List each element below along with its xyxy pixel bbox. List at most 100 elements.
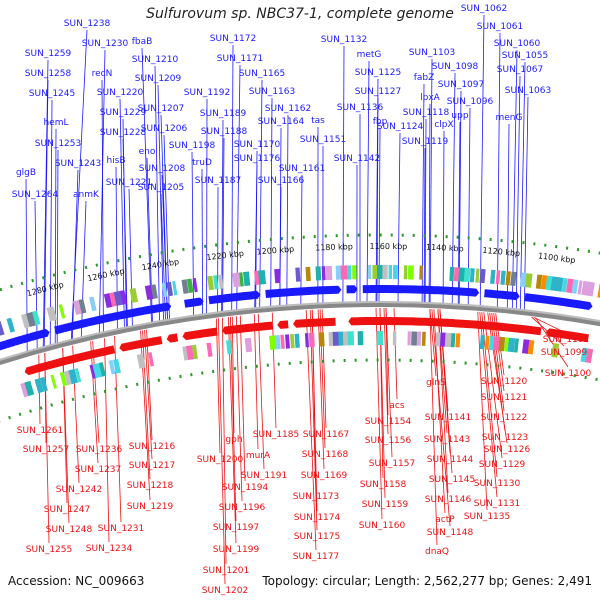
reverse-gene-label[interactable]: SUN_1159 xyxy=(362,500,409,510)
reverse-gene-label[interactable]: SUN_1135 xyxy=(464,512,510,522)
reverse-gene-label[interactable]: SUN_1177 xyxy=(293,552,339,562)
reverse-gene-label[interactable]: SUN_1146 xyxy=(425,495,472,505)
forward-gene-label[interactable]: SUN_1253 xyxy=(35,139,81,149)
forward-gene-label[interactable]: SUN_1205 xyxy=(138,183,184,193)
reverse-gene-label[interactable]: SUN_1194 xyxy=(222,483,269,493)
reverse-gene-label[interactable]: SUN_1122 xyxy=(481,413,527,423)
forward-gene-label[interactable]: metG xyxy=(357,50,382,60)
reverse-gene-label[interactable]: SUN_1101 xyxy=(543,335,589,345)
reverse-gene-label[interactable]: SUN_1196 xyxy=(219,503,266,513)
forward-gene-label[interactable]: SUN_1163 xyxy=(249,87,295,97)
forward-gene-label[interactable]: SUN_1127 xyxy=(355,87,401,97)
reverse-gene-label[interactable]: SUN_1174 xyxy=(294,513,341,523)
forward-gene-label[interactable]: tas xyxy=(311,116,325,126)
forward-gene-label[interactable]: menG xyxy=(496,113,523,123)
forward-gene-label[interactable]: SUN_1207 xyxy=(138,104,184,114)
forward-gene-label[interactable]: SUN_1125 xyxy=(355,68,401,78)
forward-gene-label[interactable]: SUN_1238 xyxy=(64,19,111,29)
forward-gene-label[interactable]: SUN_1172 xyxy=(210,34,256,44)
reverse-gene-label[interactable]: SUN_1236 xyxy=(76,445,123,455)
forward-gene-label[interactable]: fabZ xyxy=(414,73,435,83)
forward-gene-label[interactable]: SUN_1221 xyxy=(106,178,152,188)
reverse-gene-label[interactable]: SUN_1131 xyxy=(474,499,520,509)
forward-gene-label[interactable]: SUN_1258 xyxy=(25,69,72,79)
forward-gene-label[interactable]: recN xyxy=(92,69,113,79)
forward-gene-label[interactable]: lpxA xyxy=(420,93,441,103)
forward-gene-label[interactable]: SUN_1067 xyxy=(497,65,543,75)
forward-gene-label[interactable]: fbaB xyxy=(132,37,153,47)
forward-gene-label[interactable]: SUN_1206 xyxy=(141,124,188,134)
forward-gene-label[interactable]: SUN_1161 xyxy=(279,164,325,174)
forward-gene-label[interactable]: anmK xyxy=(73,190,100,200)
forward-gene-label[interactable]: SUN_1170 xyxy=(234,140,281,150)
reverse-gene-label[interactable]: SUN_1121 xyxy=(481,393,527,403)
reverse-gene-label[interactable]: SUN_1248 xyxy=(46,525,93,535)
reverse-gene-label[interactable]: SUN_1126 xyxy=(484,445,531,455)
forward-gene-label[interactable]: SUN_1245 xyxy=(29,89,75,99)
reverse-gene-label[interactable]: SUN_1167 xyxy=(303,430,349,440)
forward-gene-label[interactable]: clpX xyxy=(434,120,453,130)
forward-gene-label[interactable]: SUN_1228 xyxy=(100,128,147,138)
reverse-gene-label[interactable]: SUN_1100 xyxy=(545,369,592,379)
forward-gene-label[interactable]: SUN_1151 xyxy=(300,135,346,145)
forward-gene-label[interactable]: SUN_1096 xyxy=(447,97,494,107)
forward-gene-label[interactable]: SUN_1063 xyxy=(505,86,551,96)
forward-gene-label[interactable]: SUN_1229 xyxy=(100,108,147,118)
reverse-gene-label[interactable]: SUN_1257 xyxy=(23,445,69,455)
reverse-gene-label[interactable]: SUN_1145 xyxy=(429,475,475,485)
forward-gene-label[interactable]: SUN_1165 xyxy=(239,69,285,79)
reverse-gene-label[interactable]: SUN_1168 xyxy=(302,450,349,460)
forward-gene-label[interactable]: SUN_1171 xyxy=(217,54,263,64)
reverse-gene-label[interactable]: gph xyxy=(225,435,242,445)
forward-gene-label[interactable]: SUN_1142 xyxy=(334,154,380,164)
reverse-gene-label[interactable]: SUN_1154 xyxy=(365,417,412,427)
forward-gene-label[interactable]: SUN_1103 xyxy=(409,48,455,58)
forward-gene-label[interactable]: SUN_1097 xyxy=(438,80,484,90)
reverse-gene-label[interactable]: SUN_1185 xyxy=(253,430,299,440)
forward-gene-label[interactable]: SUN_1210 xyxy=(132,55,179,65)
forward-gene-label[interactable]: SUN_1061 xyxy=(477,22,523,32)
forward-gene-label[interactable]: SUN_1166 xyxy=(258,176,305,186)
reverse-gene-label[interactable]: SUN_1144 xyxy=(427,455,474,465)
reverse-gene-label[interactable]: SUN_1191 xyxy=(241,471,287,481)
forward-gene-label[interactable]: hisB xyxy=(106,156,125,166)
reverse-gene-label[interactable]: SUN_1199 xyxy=(213,545,260,555)
reverse-gene-label[interactable]: SUN_1261 xyxy=(17,426,63,436)
forward-gene-label[interactable]: SUN_1243 xyxy=(55,159,101,169)
reverse-gene-label[interactable]: SUN_1143 xyxy=(424,435,470,445)
reverse-gene-label[interactable]: SUN_1201 xyxy=(203,566,249,576)
forward-gene-label[interactable]: glgB xyxy=(16,168,36,178)
reverse-gene-label[interactable]: SUN_1202 xyxy=(202,586,248,596)
forward-gene-label[interactable]: hemL xyxy=(43,118,68,128)
reverse-gene-label[interactable]: SUN_1148 xyxy=(427,528,474,538)
reverse-gene-label[interactable]: SUN_1247 xyxy=(44,505,90,515)
forward-gene-label[interactable]: eno xyxy=(139,147,156,157)
reverse-gene-label[interactable]: SUN_1129 xyxy=(479,460,526,470)
forward-gene-label[interactable]: upp xyxy=(451,111,468,121)
reverse-gene-label[interactable]: SUN_1218 xyxy=(127,481,174,491)
forward-gene-label[interactable]: SUN_1162 xyxy=(265,104,311,114)
reverse-gene-label[interactable]: SUN_1160 xyxy=(359,521,406,531)
forward-gene-label[interactable]: SUN_1198 xyxy=(169,141,216,151)
reverse-gene-label[interactable]: SUN_1197 xyxy=(213,523,259,533)
forward-gene-label[interactable]: SUN_1136 xyxy=(337,103,384,113)
forward-gene-label[interactable]: SUN_1098 xyxy=(432,62,479,72)
reverse-gene-label[interactable]: SUN_1141 xyxy=(425,413,471,423)
forward-gene-label[interactable]: SUN_1259 xyxy=(25,49,72,59)
reverse-gene-label[interactable]: SUN_1157 xyxy=(369,459,415,469)
forward-gene-label[interactable]: SUN_1187 xyxy=(195,176,241,186)
reverse-gene-label[interactable]: SUN_1237 xyxy=(75,465,121,475)
forward-gene-label[interactable]: SUN_1055 xyxy=(502,51,548,61)
forward-gene-label[interactable]: SUN_1164 xyxy=(258,117,305,127)
forward-gene-label[interactable]: fbp xyxy=(373,117,388,127)
reverse-gene-label[interactable]: SUN_1231 xyxy=(98,524,144,534)
forward-gene-label[interactable]: SUN_1264 xyxy=(12,190,59,200)
reverse-gene-label[interactable]: actP xyxy=(435,515,455,525)
reverse-gene-label[interactable]: SUN_1130 xyxy=(474,479,521,489)
reverse-gene-label[interactable]: murA xyxy=(246,451,271,461)
forward-gene-label[interactable]: SUN_1176 xyxy=(234,154,281,164)
forward-gene-label[interactable]: SUN_1132 xyxy=(321,35,367,45)
forward-gene-label[interactable]: SUN_1209 xyxy=(135,74,182,84)
reverse-gene-label[interactable]: SUN_1169 xyxy=(301,471,348,481)
reverse-gene-label[interactable]: SUN_1216 xyxy=(129,442,176,452)
